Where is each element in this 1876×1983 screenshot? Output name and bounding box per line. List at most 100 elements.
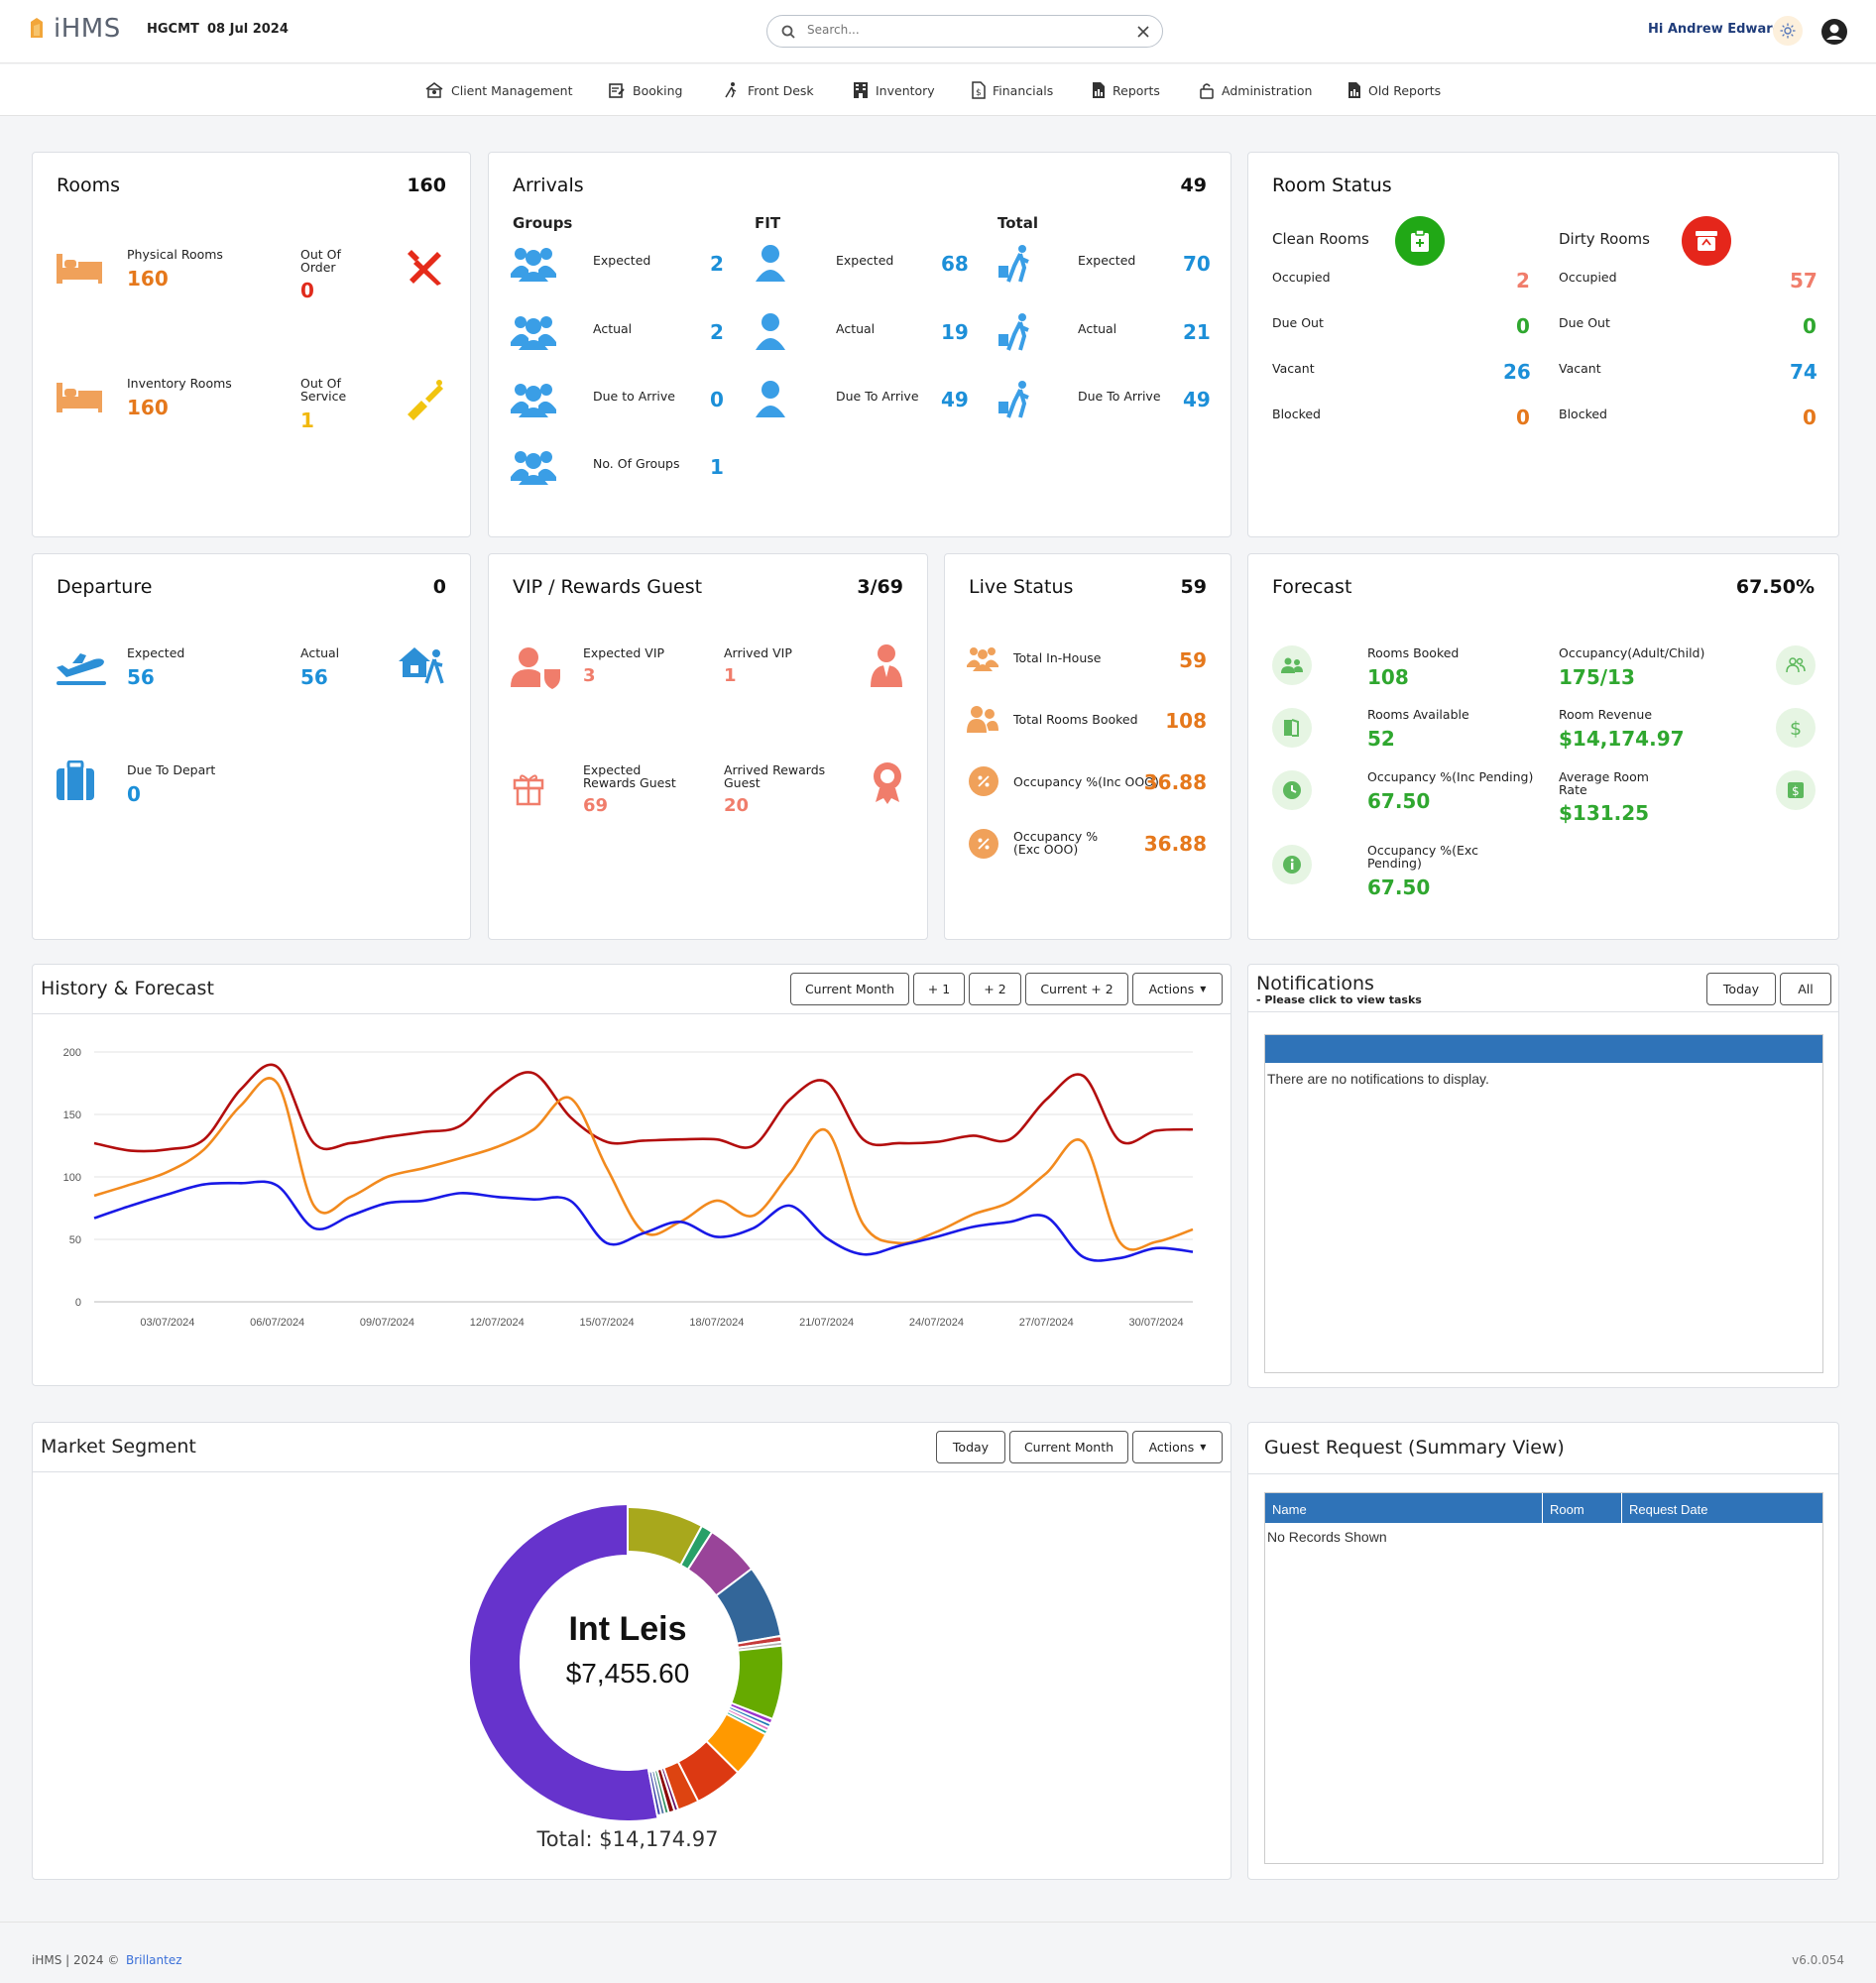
dirty-dueout-value: 0 — [1803, 314, 1817, 338]
dirty-vacant-value: 74 — [1790, 360, 1817, 384]
door-open-icon — [1284, 719, 1299, 737]
inventory-rooms-label: Inventory Rooms — [127, 376, 232, 391]
notifications-all-button[interactable]: All — [1780, 973, 1831, 1005]
gift-icon — [513, 774, 544, 806]
nav-label: Booking — [633, 82, 683, 98]
arrivals-count: 49 — [1180, 175, 1207, 196]
column-name-header[interactable]: Name — [1265, 1493, 1543, 1523]
theme-toggle[interactable] — [1773, 16, 1803, 46]
tools-icon — [408, 250, 441, 286]
current-month-button[interactable]: Current Month — [790, 973, 909, 1005]
vip-shield-icon — [511, 647, 560, 689]
market-segment-title: Market Segment — [41, 1436, 196, 1458]
rooms-count: 160 — [407, 175, 446, 196]
expected-rewards-label: Expected Rewards Guest — [583, 762, 676, 790]
footer: iHMS | 2024 © Brillantez v6.0.054 — [0, 1922, 1876, 1983]
room-revenue-label: Room Revenue — [1559, 707, 1653, 722]
plus-one-button[interactable]: + 1 — [913, 973, 965, 1005]
plus-two-button[interactable]: + 2 — [969, 973, 1021, 1005]
person-icon — [756, 245, 785, 282]
clean-dueout-value: 0 — [1516, 314, 1530, 338]
percent-icon — [978, 838, 990, 850]
nav-administration[interactable]: Administration — [1199, 81, 1312, 99]
checkout-house-icon — [399, 647, 444, 684]
luggage-icon — [57, 760, 94, 800]
y-tick-label: 100 — [63, 1172, 81, 1184]
caret-down-icon: ▼ — [1200, 985, 1207, 993]
occupancy-exc-pending-badge — [1272, 845, 1312, 884]
room-revenue-value: $14,174.97 — [1559, 727, 1685, 751]
dirty-blocked-value: 0 — [1803, 406, 1817, 429]
market-actions-label: Actions — [1148, 1440, 1195, 1455]
fit-expected-label: Expected — [836, 253, 894, 268]
total-actual-label: Actual — [1078, 321, 1117, 336]
bin-icon — [1696, 231, 1717, 251]
donut-slice-20[interactable] — [647, 1770, 663, 1817]
nav-booking[interactable]: Booking — [608, 81, 682, 99]
column-request-date-header[interactable]: Request Date — [1622, 1493, 1822, 1523]
nav-label: Old Reports — [1368, 82, 1442, 98]
room-status-card: Room Status Clean Rooms Dirty Rooms Occu… — [1247, 152, 1839, 537]
screwdriver-icon — [408, 380, 443, 420]
search-box[interactable] — [766, 15, 1163, 48]
nav-inventory[interactable]: Inventory — [853, 81, 935, 99]
groups-actual-value: 2 — [710, 320, 724, 344]
out-of-service-value: 1 — [300, 408, 314, 432]
history-actions-button[interactable]: Actions ▼ — [1132, 973, 1223, 1005]
footer-brand-link[interactable]: Brillantez — [126, 1953, 182, 1967]
top-bar: iHMS HGCMT 08 Jul 2024 Hi Andrew Edwards — [0, 0, 1876, 63]
series-line-2 — [93, 1077, 1194, 1251]
nav-financials[interactable]: $ Financials — [972, 81, 1053, 99]
in-house-value: 59 — [1179, 648, 1207, 672]
dirty-occupied-value: 57 — [1790, 269, 1817, 292]
vip-person-icon — [871, 644, 902, 687]
groups-expected-label: Expected — [593, 253, 651, 268]
nav-old-reports[interactable]: Old Reports — [1348, 81, 1441, 99]
user-avatar-icon[interactable] — [1820, 18, 1848, 46]
nav-front-desk[interactable]: Front Desk — [723, 81, 814, 99]
groups-due-value: 0 — [710, 388, 724, 411]
app-logo[interactable]: iHMS — [28, 14, 121, 44]
occupancy-inc-pending-badge — [1272, 770, 1312, 810]
people-outline-icon — [1786, 657, 1806, 673]
clean-rooms-heading: Clean Rooms — [1272, 230, 1369, 248]
departure-expected-value: 56 — [127, 665, 155, 689]
x-tick-label: 30/07/2024 — [1129, 1317, 1184, 1329]
live-status-title: Live Status — [969, 576, 1074, 598]
main-nav: Client Management Booking Front Desk Inv… — [0, 64, 1876, 116]
clean-vacant-label: Vacant — [1272, 361, 1315, 376]
rooms-available-label: Rooms Available — [1367, 707, 1469, 722]
nav-label: Inventory — [876, 82, 935, 98]
notifications-today-button[interactable]: Today — [1706, 973, 1776, 1005]
x-tick-label: 06/07/2024 — [250, 1317, 304, 1329]
clean-blocked-label: Blocked — [1272, 407, 1321, 421]
user-greeting: Hi Andrew Edwards — [1648, 22, 1790, 37]
physical-rooms-label: Physical Rooms — [127, 247, 223, 262]
market-current-month-button[interactable]: Current Month — [1009, 1431, 1128, 1463]
search-input[interactable] — [807, 23, 1124, 37]
dirty-vacant-label: Vacant — [1559, 361, 1601, 376]
nav-label: Client Management — [451, 82, 573, 98]
award-icon — [874, 762, 901, 804]
market-actions-button[interactable]: Actions ▼ — [1132, 1431, 1223, 1463]
series-line-3 — [93, 1180, 1194, 1262]
market-segment-donut-chart — [467, 1502, 784, 1822]
history-forecast-panel: History & Forecast Current Month + 1 + 2… — [32, 964, 1231, 1386]
nav-reports[interactable]: Reports — [1092, 81, 1160, 99]
current-plus-two-button[interactable]: Current + 2 — [1025, 973, 1128, 1005]
departure-actual-value: 56 — [300, 665, 328, 689]
market-segment-panel: Market Segment Today Current Month Actio… — [32, 1422, 1231, 1880]
person-icon — [756, 381, 785, 417]
svg-text:$: $ — [1790, 718, 1802, 739]
vip-count: 3/69 — [857, 576, 903, 598]
donut-slice-1[interactable] — [467, 1502, 659, 1822]
clean-blocked-value: 0 — [1516, 406, 1530, 429]
market-today-button[interactable]: Today — [936, 1431, 1005, 1463]
live-status-card: Live Status 59 Total In-House 59 Total R… — [944, 553, 1231, 940]
clear-search-icon[interactable] — [1134, 23, 1152, 41]
nav-client-management[interactable]: Client Management — [424, 81, 573, 99]
reports-icon — [1093, 82, 1105, 98]
column-room-header[interactable]: Room — [1543, 1493, 1622, 1523]
notifications-header: Notifications - Please click to view tas… — [1248, 965, 1838, 1012]
occupancy-exc-pending-label: Occupancy %(Exc Pending) — [1367, 843, 1478, 871]
